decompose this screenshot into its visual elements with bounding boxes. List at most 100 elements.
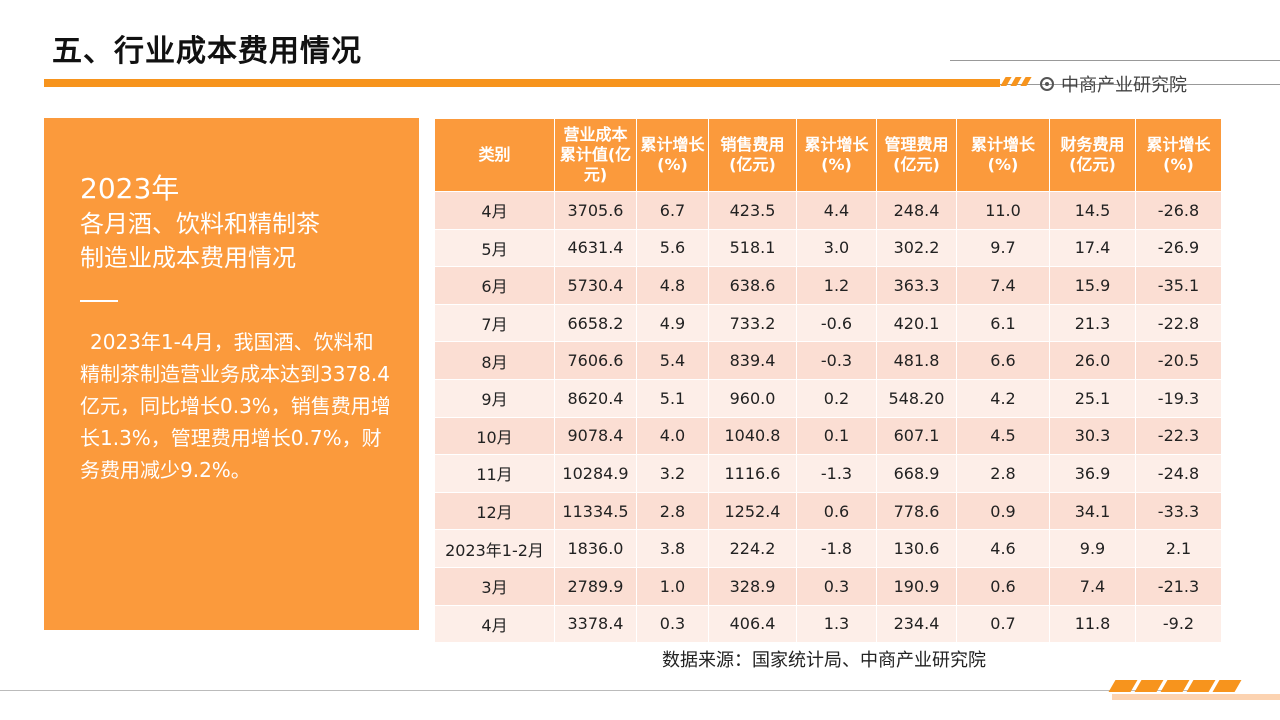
footer-bar [1112, 694, 1280, 700]
row-label-cell: 8月 [434, 341, 555, 380]
table-cell: 7.4 [956, 266, 1050, 305]
table-cell: 2.1 [1135, 529, 1222, 568]
table-header-cell: 销售费用(亿元) [708, 118, 797, 192]
table-row: 6月 5730.4 4.8 638.6 1.2 363.3 7.4 15.9 -35.1 [434, 266, 1222, 305]
table-cell: -26.9 [1135, 228, 1222, 268]
table-cell: 0.2 [796, 378, 877, 418]
table-row: 4月 3378.4 0.3 406.4 1.3 234.4 0.7 11.8 -9.2 [434, 604, 1222, 644]
table-cell: 668.9 [876, 454, 957, 493]
table-cell: 7606.6 [554, 341, 637, 380]
table-row: 11月 10284.9 3.2 1116.6 -1.3 668.9 2.8 36.9 -24.8 [434, 454, 1222, 493]
table-cell: -1.8 [796, 529, 877, 568]
table-cell: 7.4 [1049, 566, 1136, 606]
table-cell: 1836.0 [554, 529, 637, 568]
table-cell: 1116.6 [708, 454, 797, 493]
table-cell: 638.6 [708, 266, 797, 305]
table-header-cell: 管理费用(亿元) [876, 118, 957, 192]
table-cell: 0.1 [796, 416, 877, 456]
row-label-cell: 4月 [434, 604, 555, 644]
table-cell: 8620.4 [554, 378, 637, 418]
table-cell: -0.6 [796, 303, 877, 343]
table-cell: 234.4 [876, 604, 957, 644]
table-cell: -26.8 [1135, 191, 1222, 230]
panel-heading-line2: 制造业成本费用情况 [80, 244, 296, 272]
table-cell: -20.5 [1135, 341, 1222, 380]
table-cell: 34.1 [1049, 491, 1136, 531]
table-cell: 30.3 [1049, 416, 1136, 456]
title-rule [1000, 84, 1280, 85]
table-header-cell: 营业成本累计值(亿元) [554, 118, 637, 192]
panel-year: 2023年 [80, 172, 180, 205]
table-cell: 5.6 [636, 228, 709, 268]
table-cell: 15.9 [1049, 266, 1136, 305]
table-cell: 11334.5 [554, 491, 637, 531]
table-cell: 960.0 [708, 378, 797, 418]
table-cell: 839.4 [708, 341, 797, 380]
table-row: 12月 11334.5 2.8 1252.4 0.6 778.6 0.9 34.1 -33.3 [434, 491, 1222, 531]
table-header-cell: 累计增长 (%) [1135, 118, 1222, 192]
table-cell: 0.9 [956, 491, 1050, 531]
footer-rule [0, 690, 1200, 691]
table-cell: 21.3 [1049, 303, 1136, 343]
table-row: 5月 4631.4 5.6 518.1 3.0 302.2 9.7 17.4 -26.9 [434, 228, 1222, 268]
row-label-cell: 12月 [434, 491, 555, 531]
table-header-cell: 财务费用(亿元) [1049, 118, 1136, 192]
table-cell: 190.9 [876, 566, 957, 606]
source-note: 数据来源：国家统计局、中商产业研究院 [662, 650, 986, 671]
footer-stripes [1108, 680, 1242, 692]
summary-panel: 2023年 各月酒、饮料和精制茶 制造业成本费用情况 2023年1-4月，我国酒… [44, 118, 419, 630]
row-label-cell: 3月 [434, 566, 555, 606]
row-label-cell: 4月 [434, 191, 555, 230]
table-cell: -19.3 [1135, 378, 1222, 418]
table-row: 2023年1-2月 1836.0 3.8 224.2 -1.8 130.6 4.6 9.9 2.… [434, 529, 1222, 568]
table-cell: 518.1 [708, 228, 797, 268]
table-cell: 25.1 [1049, 378, 1136, 418]
table-cell: -22.8 [1135, 303, 1222, 343]
table-cell: 2.8 [956, 454, 1050, 493]
table-cell: 733.2 [708, 303, 797, 343]
row-label-cell: 7月 [434, 303, 555, 343]
table-cell: -24.8 [1135, 454, 1222, 493]
table-cell: 14.5 [1049, 191, 1136, 230]
table-cell: 6.1 [956, 303, 1050, 343]
table-cell: 302.2 [876, 228, 957, 268]
table-row: 3月 2789.9 1.0 328.9 0.3 190.9 0.6 7.4 -21.3 [434, 566, 1222, 606]
table-cell: 224.2 [708, 529, 797, 568]
table-cell: 4.6 [956, 529, 1050, 568]
table-cell: 5.1 [636, 378, 709, 418]
table-cell: 3.8 [636, 529, 709, 568]
table-cell: 0.6 [956, 566, 1050, 606]
title-stripes [1000, 77, 1032, 86]
row-label-cell: 6月 [434, 266, 555, 305]
table-cell: 4.8 [636, 266, 709, 305]
row-label-cell: 9月 [434, 378, 555, 418]
brand-name: 中商产业研究院 [1061, 75, 1187, 96]
table-cell: -35.1 [1135, 266, 1222, 305]
title-rule-top [950, 60, 1280, 61]
table-cell: 17.4 [1049, 228, 1136, 268]
table-cell: 1252.4 [708, 491, 797, 531]
table-cell: 248.4 [876, 191, 957, 230]
table-cell: 2.8 [636, 491, 709, 531]
table-cell: 4.5 [956, 416, 1050, 456]
table-cell: 9.7 [956, 228, 1050, 268]
table-cell: 9.9 [1049, 529, 1136, 568]
table-cell: 6.6 [956, 341, 1050, 380]
table-header-cell: 累计增长(%) [796, 118, 877, 192]
table-cell: -22.3 [1135, 416, 1222, 456]
table-cell: 423.5 [708, 191, 797, 230]
table-cell: 607.1 [876, 416, 957, 456]
table-cell: 5730.4 [554, 266, 637, 305]
table-cell: 1.0 [636, 566, 709, 606]
row-label-cell: 2023年1-2月 [434, 529, 555, 568]
table-cell: -9.2 [1135, 604, 1222, 644]
table-cell: 328.9 [708, 566, 797, 606]
table-row: 7月 6658.2 4.9 733.2 -0.6 420.1 6.1 21.3 -22.8 [434, 303, 1222, 343]
table-cell: -1.3 [796, 454, 877, 493]
table-cell: 1.2 [796, 266, 877, 305]
brand: 中商产业研究院 [1040, 71, 1187, 97]
table-cell: -21.3 [1135, 566, 1222, 606]
table-cell: 481.8 [876, 341, 957, 380]
table-cell: 3378.4 [554, 604, 637, 644]
table-row: 4月 3705.6 6.7 423.5 4.4 248.4 11.0 14.5 -26.8 [434, 191, 1222, 230]
